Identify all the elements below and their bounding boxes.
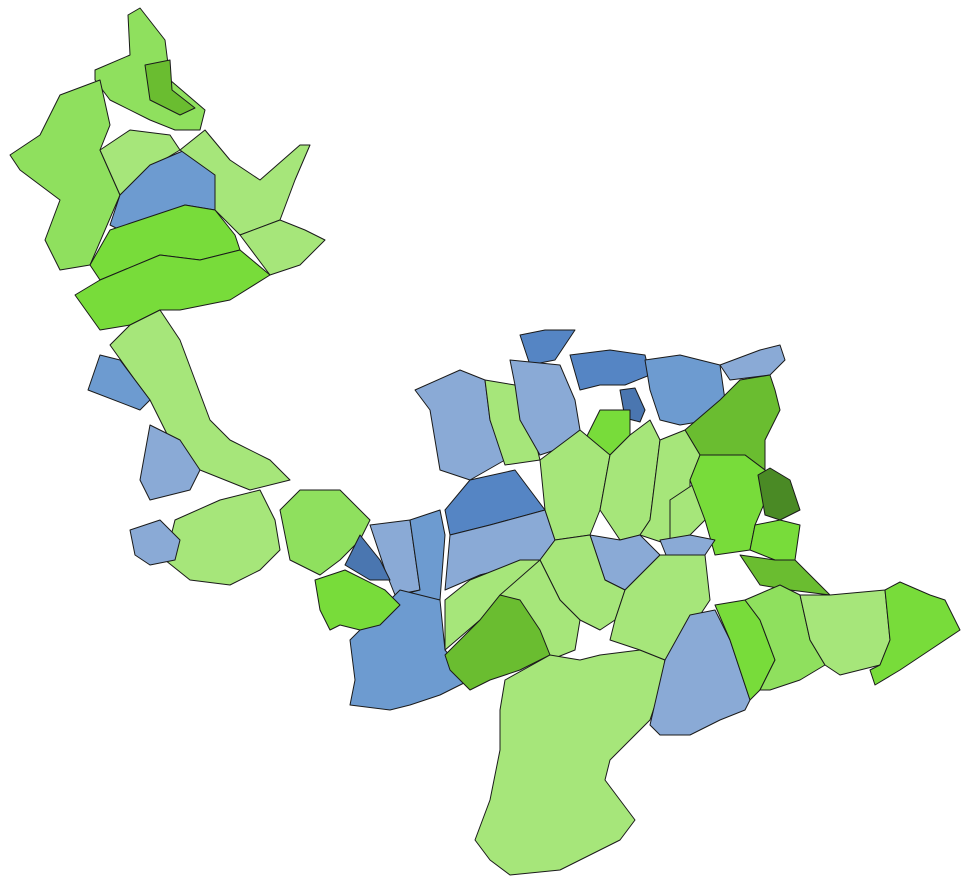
region[interactable] xyxy=(739,554,831,596)
region[interactable] xyxy=(519,329,576,366)
region[interactable] xyxy=(344,534,391,581)
region[interactable] xyxy=(749,519,801,561)
region[interactable] xyxy=(239,219,326,276)
region[interactable] xyxy=(144,59,196,116)
region[interactable] xyxy=(569,349,651,391)
region[interactable] xyxy=(87,354,151,411)
region[interactable] xyxy=(689,454,771,556)
region[interactable] xyxy=(109,309,291,491)
region[interactable] xyxy=(757,467,801,521)
region[interactable] xyxy=(869,581,961,686)
region[interactable] xyxy=(539,429,611,541)
region[interactable] xyxy=(179,129,311,236)
region[interactable] xyxy=(164,489,281,586)
region[interactable] xyxy=(129,519,181,566)
region[interactable] xyxy=(139,424,201,501)
region[interactable] xyxy=(744,584,826,691)
region[interactable] xyxy=(74,249,271,331)
region[interactable] xyxy=(444,559,541,651)
region[interactable] xyxy=(474,649,666,876)
region[interactable] xyxy=(314,569,401,631)
region[interactable] xyxy=(719,344,786,381)
